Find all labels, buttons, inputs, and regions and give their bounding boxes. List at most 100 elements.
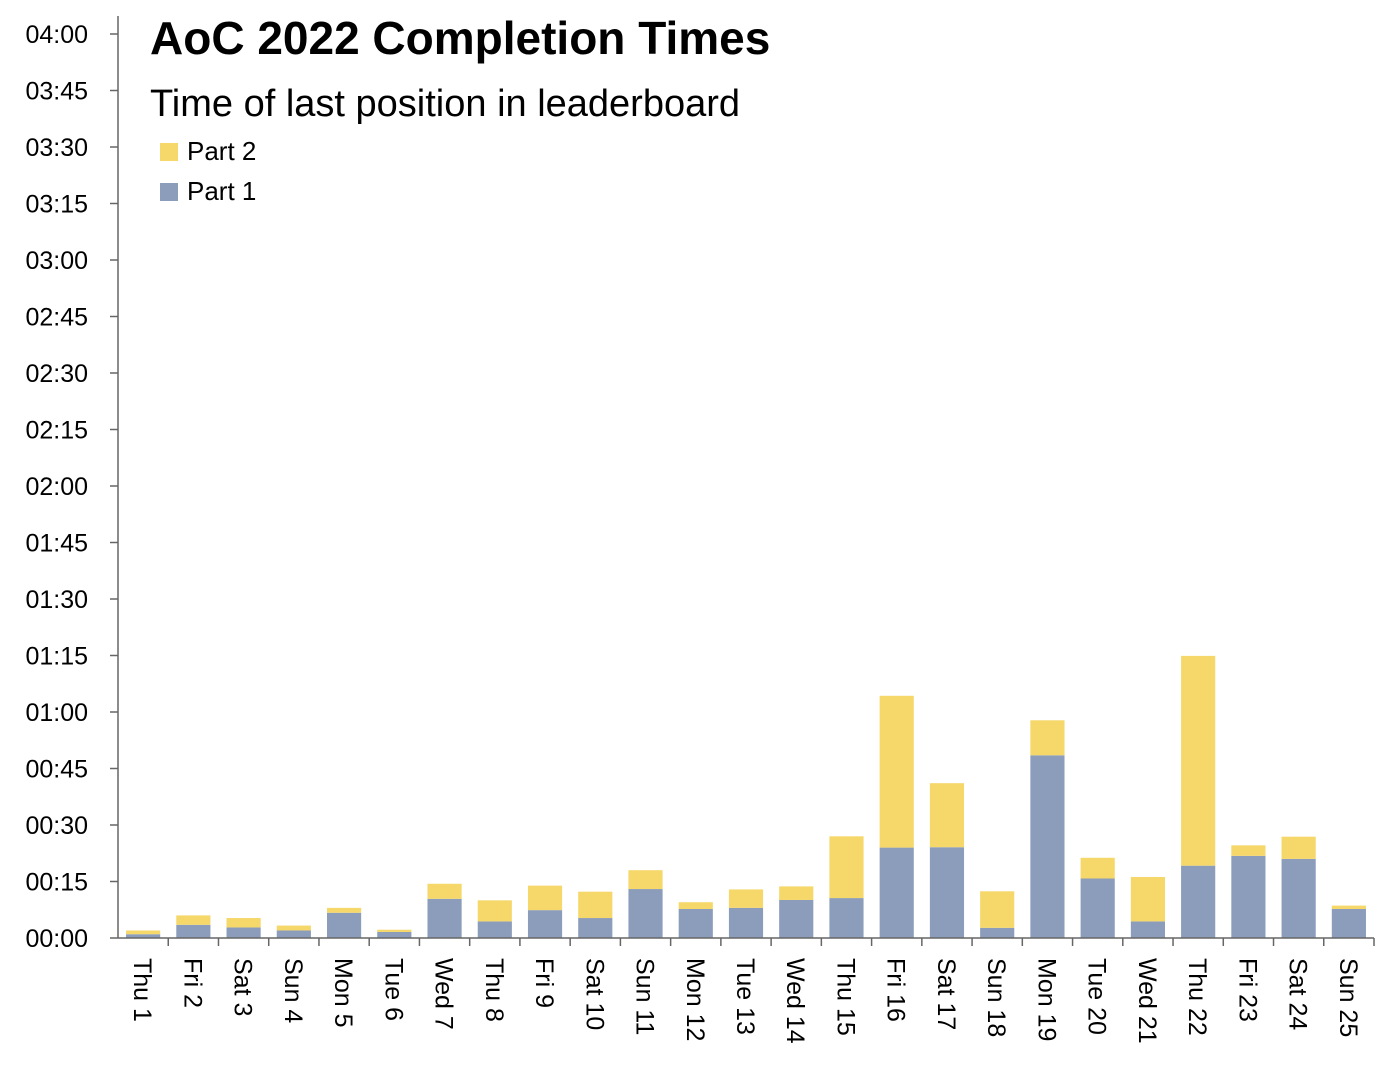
x-tick-label: Wed 7 xyxy=(430,958,458,1030)
y-tick-label: 01:15 xyxy=(25,643,88,671)
x-tick-label: Sat 17 xyxy=(932,958,960,1030)
bar-part-2 xyxy=(226,918,261,928)
bar-part-2 xyxy=(427,883,462,899)
bar-part-1 xyxy=(126,934,161,938)
bar-part-2 xyxy=(477,900,512,922)
y-tick-label: 00:30 xyxy=(25,812,88,840)
legend-swatch-part-1 xyxy=(160,183,178,201)
bar-part-1 xyxy=(326,912,362,938)
bar-part-2 xyxy=(628,870,663,890)
bars-layer xyxy=(126,655,1366,938)
x-tick-label: Wed 21 xyxy=(1133,958,1161,1044)
bar-part-2 xyxy=(1231,845,1266,856)
bar-part-1 xyxy=(1281,858,1316,938)
bar-part-2 xyxy=(728,889,764,908)
bar-part-2 xyxy=(126,930,161,935)
bar-part-1 xyxy=(980,927,1015,938)
bar-part-1 xyxy=(628,889,663,938)
y-tick-label: 02:45 xyxy=(25,304,88,332)
chart-title: AoC 2022 Completion Times xyxy=(150,12,770,64)
bar-part-1 xyxy=(1181,865,1216,938)
y-tick-label: 02:30 xyxy=(25,360,88,388)
y-tick-label: 03:30 xyxy=(25,134,88,162)
x-tick-label: Tue 13 xyxy=(731,958,759,1035)
y-tick-label: 01:45 xyxy=(25,530,88,558)
x-tick-label: Mon 12 xyxy=(681,958,709,1041)
x-tick-label: Sun 11 xyxy=(631,958,659,1035)
bar-part-2 xyxy=(779,886,814,900)
x-tick-label: Thu 1 xyxy=(128,958,156,1022)
x-tick-label: Thu 15 xyxy=(831,958,859,1036)
bar-part-2 xyxy=(377,929,412,932)
bar-part-2 xyxy=(1030,720,1065,756)
bar-part-1 xyxy=(929,847,965,938)
bar-part-1 xyxy=(1030,755,1065,938)
bar-part-2 xyxy=(326,907,362,913)
y-tick-label: 01:00 xyxy=(25,699,88,727)
y-tick-label: 03:00 xyxy=(25,247,88,275)
bar-part-2 xyxy=(829,836,864,899)
x-tick-label: Fri 9 xyxy=(530,958,558,1008)
y-tick-label: 02:00 xyxy=(25,473,88,501)
x-tick-label: Sun 18 xyxy=(982,958,1010,1037)
bar-part-1 xyxy=(728,907,764,938)
bar-part-1 xyxy=(578,918,613,938)
bar-part-2 xyxy=(276,925,311,931)
bar-part-2 xyxy=(578,891,613,919)
bar-part-2 xyxy=(527,885,563,911)
x-tick-label: Fri 23 xyxy=(1233,958,1261,1022)
y-tick-label: 03:45 xyxy=(25,78,88,106)
y-tick-label: 01:30 xyxy=(25,586,88,614)
bar-part-2 xyxy=(678,902,713,909)
bar-part-1 xyxy=(176,924,211,938)
x-tick-label: Mon 5 xyxy=(329,958,357,1027)
bar-part-2 xyxy=(929,783,965,848)
bar-part-1 xyxy=(527,910,563,938)
y-tick-label: 03:15 xyxy=(25,191,88,219)
bar-part-1 xyxy=(779,899,814,938)
x-tick-label: Fri 16 xyxy=(882,958,910,1022)
bar-part-1 xyxy=(427,898,462,938)
x-tick-label: Sun 4 xyxy=(279,958,307,1023)
y-axis: 00:00 00:15 00:30 00:45 01:00 01:15 01:30 01:45… xyxy=(25,16,119,953)
x-axis: Thu 1 Fri 2 Sat 3 Sun 4 Mon 5 Tue 6 Wed 7 Thu 8… xyxy=(118,937,1375,1044)
x-tick-label: Thu 22 xyxy=(1183,958,1211,1036)
y-tick-label: 00:45 xyxy=(25,756,88,784)
bar-part-2 xyxy=(176,915,211,925)
x-tick-label: Sat 24 xyxy=(1284,958,1312,1030)
bar-part-1 xyxy=(1331,908,1366,938)
chart-subtitle: Time of last position in leaderboard xyxy=(150,83,740,125)
bar-part-2 xyxy=(1281,836,1316,859)
x-tick-label: Tue 6 xyxy=(379,958,407,1021)
legend-label-part-1: Part 1 xyxy=(187,176,256,206)
bar-part-1 xyxy=(276,930,311,938)
bar-part-1 xyxy=(879,847,914,938)
bar-part-2 xyxy=(1080,857,1115,879)
x-tick-label: Mon 19 xyxy=(1032,958,1060,1041)
bar-part-2 xyxy=(1130,876,1166,922)
legend-swatch-part-2 xyxy=(160,143,178,161)
y-tick-label: 00:15 xyxy=(25,869,88,897)
legend: Part 2 Part 1 xyxy=(160,136,256,206)
y-tick-label: 02:15 xyxy=(25,417,88,445)
y-tick-label: 00:00 xyxy=(25,925,88,953)
bar-part-1 xyxy=(1231,855,1266,938)
x-tick-label: Thu 8 xyxy=(480,958,508,1022)
bar-part-1 xyxy=(678,908,713,938)
x-tick-label: Tue 20 xyxy=(1083,958,1111,1035)
legend-label-part-2: Part 2 xyxy=(187,136,256,166)
x-tick-label: Sun 25 xyxy=(1334,958,1362,1037)
bar-part-1 xyxy=(477,921,512,938)
x-tick-label: Sat 10 xyxy=(580,958,608,1030)
bar-part-1 xyxy=(377,931,412,938)
y-tick-label: 04:00 xyxy=(25,21,88,49)
bar-part-1 xyxy=(226,927,261,938)
bar-part-2 xyxy=(980,891,1015,928)
bar-part-1 xyxy=(1130,921,1166,938)
bar-part-1 xyxy=(829,898,864,938)
x-tick-label: Sat 3 xyxy=(229,958,257,1016)
x-tick-label: Fri 2 xyxy=(178,958,206,1008)
bar-part-2 xyxy=(1331,905,1366,909)
bar-part-2 xyxy=(1181,655,1216,866)
